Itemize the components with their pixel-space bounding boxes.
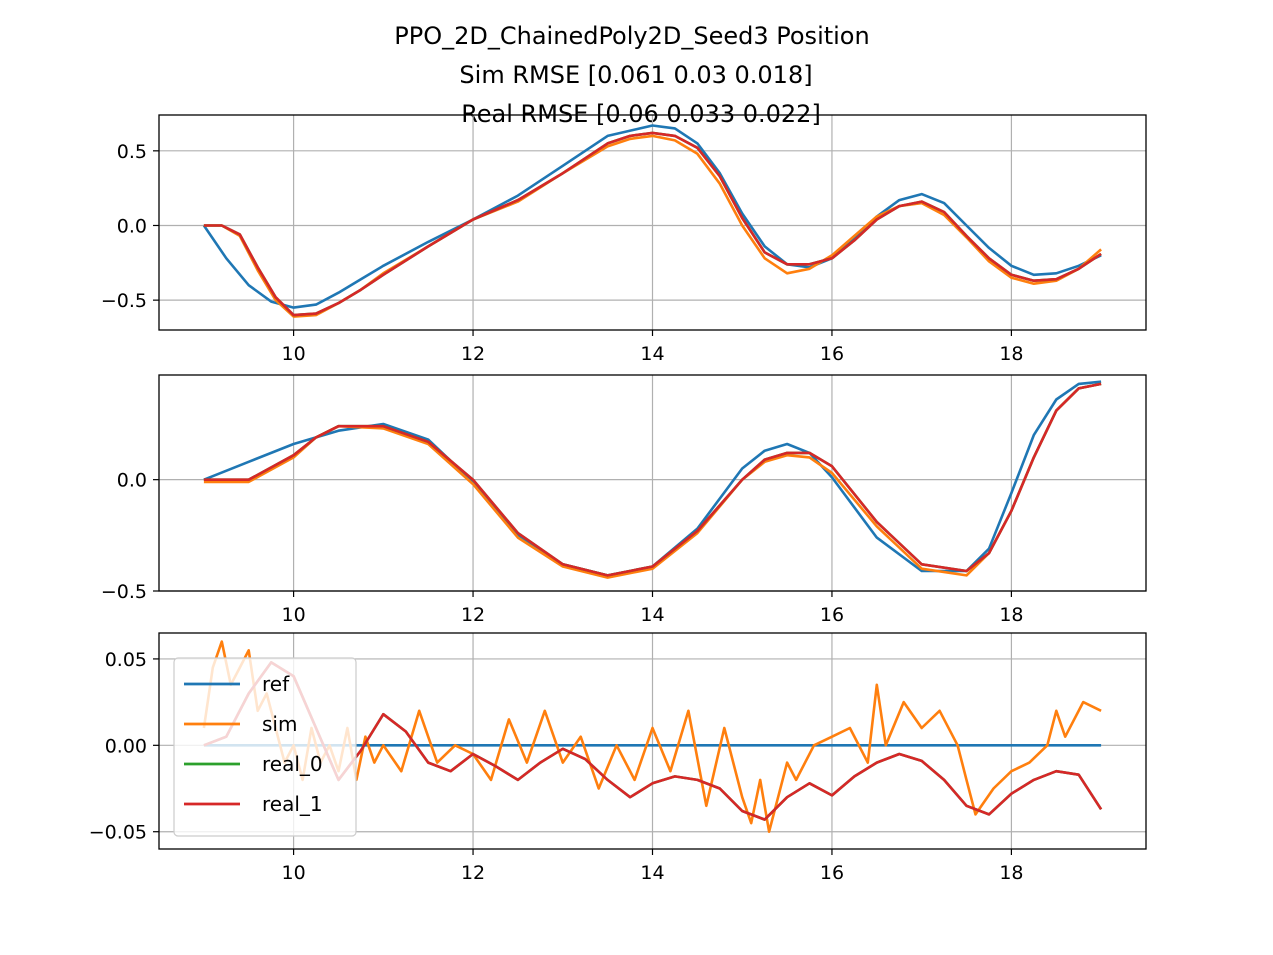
axes-x-position: 10 12 14 16 18 0.5 0.0 −0.5 (101, 114, 1147, 365)
series-line-ref (203, 380, 1102, 577)
x-tick-label: 12 (461, 604, 485, 626)
y-tick-label: 0.0 (117, 470, 147, 492)
x-tick-label: 14 (640, 343, 664, 365)
axes-position-error: 10 12 14 16 18 0.05 0.00 −0.05 ref sim real_0 real_… (89, 632, 1147, 884)
series-group (202, 124, 1102, 318)
series-line-ref (202, 124, 1102, 309)
series-line-real-1 (203, 382, 1102, 577)
legend-label-real-0: real_0 (262, 752, 323, 776)
y-tick-label: −0.05 (89, 822, 147, 844)
y-tick-label: −0.5 (101, 290, 147, 312)
y-tick-label: 0.00 (105, 735, 147, 757)
x-tick-label: 12 (461, 862, 485, 884)
x-tick-label: 10 (281, 343, 305, 365)
x-tick-label: 14 (640, 862, 664, 884)
title-line-2: Sim RMSE [0.061 0.03 0.018] (459, 61, 812, 89)
legend-label-real-1: real_1 (262, 792, 323, 816)
series-line-real-1 (203, 131, 1102, 317)
title-line-1: PPO_2D_ChainedPoly2D_Seed3 Position (394, 22, 869, 50)
x-tick-label: 18 (999, 862, 1023, 884)
x-tick-label: 18 (999, 343, 1023, 365)
y-tick-label: 0.0 (117, 215, 147, 237)
x-tick-label: 18 (999, 604, 1023, 626)
title-line-3: Real RMSE [0.06 0.033 0.022] (461, 100, 821, 128)
y-tick-label: −0.5 (101, 581, 147, 603)
legend: ref sim real_0 real_1 (173, 657, 357, 837)
legend-label-sim: sim (262, 712, 297, 736)
legend-label-ref: ref (262, 672, 290, 696)
series-group (203, 380, 1102, 579)
x-tick-label: 14 (640, 604, 664, 626)
x-tick-label: 12 (461, 343, 485, 365)
x-tick-label: 10 (281, 862, 305, 884)
y-tick-label: 0.5 (117, 141, 147, 163)
x-tick-label: 16 (820, 343, 844, 365)
axes-y-position: 10 12 14 16 18 0.0 −0.5 (101, 374, 1147, 626)
x-tick-label: 16 (820, 862, 844, 884)
x-tick-label: 10 (281, 604, 305, 626)
legend-box (173, 657, 357, 837)
x-tick-label: 16 (820, 604, 844, 626)
y-tick-label: 0.05 (105, 649, 147, 671)
